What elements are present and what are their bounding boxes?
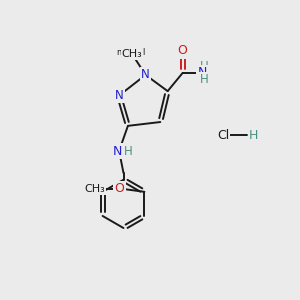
- Text: Cl: Cl: [217, 129, 229, 142]
- Text: H: H: [249, 129, 258, 142]
- Text: H: H: [124, 145, 133, 158]
- Text: O: O: [178, 44, 188, 57]
- Text: methyl: methyl: [116, 48, 145, 57]
- Text: N: N: [198, 66, 207, 80]
- Text: CH₃: CH₃: [122, 49, 142, 59]
- Text: O: O: [114, 182, 124, 195]
- Text: N: N: [113, 145, 122, 158]
- Text: N: N: [141, 68, 150, 81]
- Text: H: H: [200, 60, 209, 73]
- Text: N: N: [115, 89, 124, 102]
- Text: H: H: [200, 73, 209, 86]
- Text: CH₃: CH₃: [85, 184, 105, 194]
